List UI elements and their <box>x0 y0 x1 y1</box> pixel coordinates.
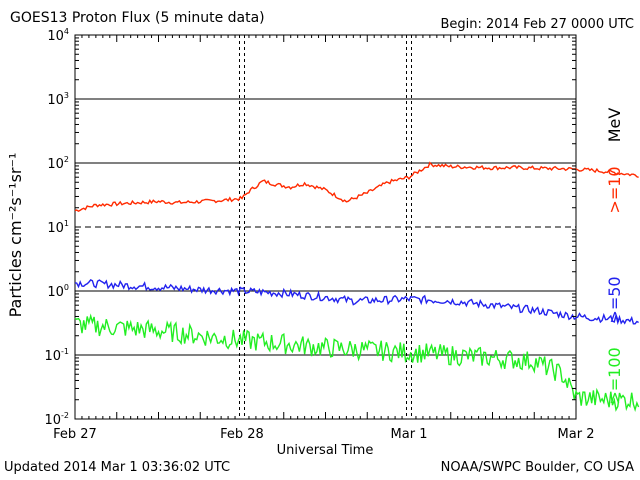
legend-unit: MeV <box>605 108 624 143</box>
y-tick-label: 10-2 <box>44 411 69 428</box>
y-tick-label: 100 <box>47 283 69 300</box>
y-axis-label: Particles cm⁻²s⁻¹sr⁻¹ <box>6 153 25 318</box>
series-line <box>74 279 639 326</box>
x-tick-label: Mar 1 <box>391 427 428 442</box>
begin-time: Begin: 2014 Feb 27 0000 UTC <box>440 17 634 32</box>
series-line <box>74 313 640 413</box>
credit: NOAA/SWPC Boulder, CO USA <box>440 460 634 475</box>
y-tick-label: 101 <box>47 219 69 236</box>
legend-entry: >=10 <box>605 166 624 213</box>
series-layer <box>74 161 640 413</box>
y-tick-label: 102 <box>47 155 69 172</box>
grid-layer <box>75 35 576 419</box>
legend-entry: >=100 <box>605 347 624 404</box>
tick-layer: 10-2 10-1 100 101 102 103 104 Feb 27 Feb 28 Mar 1… <box>44 27 594 442</box>
x-tick-label: Mar 2 <box>558 427 595 442</box>
series-line <box>74 161 639 213</box>
legend-entry: >=50 <box>605 276 624 323</box>
chart-title: GOES13 Proton Flux (5 minute data) <box>10 10 265 26</box>
y-tick-label: 104 <box>47 27 69 44</box>
y-tick-label: 103 <box>47 91 69 108</box>
x-axis-label: Universal Time <box>277 443 374 458</box>
x-tick-label: Feb 27 <box>53 427 97 442</box>
legend: >=10 >=50 >=100 MeV <box>605 108 624 405</box>
y-tick-label: 10-1 <box>44 347 69 364</box>
x-tick-label: Feb 28 <box>220 427 264 442</box>
updated-time: Updated 2014 Mar 1 03:36:02 UTC <box>4 460 231 475</box>
